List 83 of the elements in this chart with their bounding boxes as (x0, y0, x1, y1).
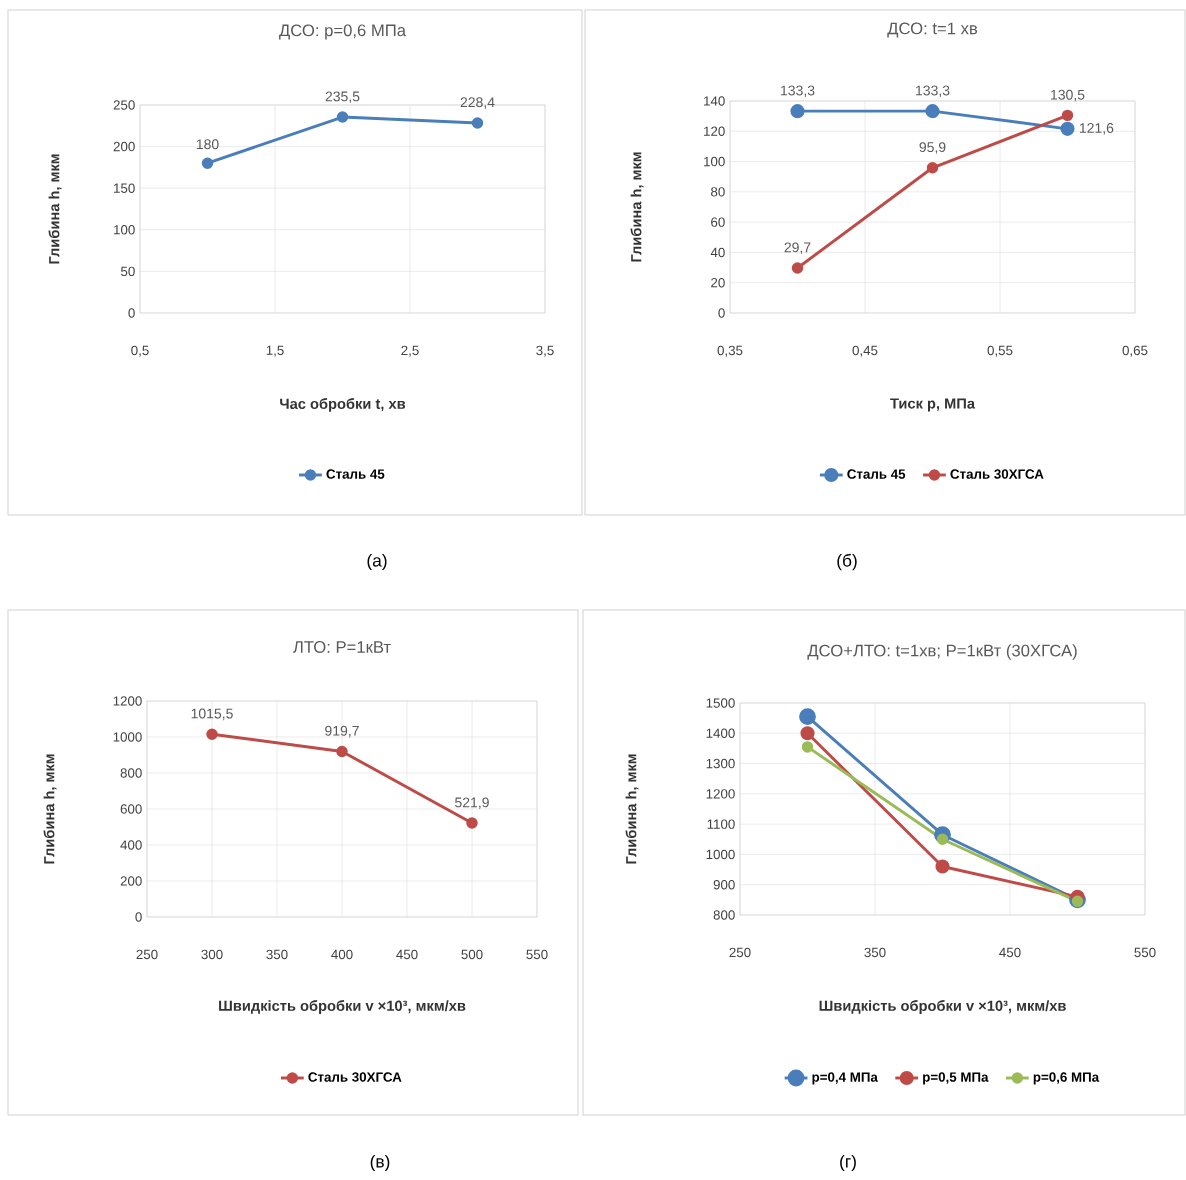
y-tick-label: 1000 (113, 732, 142, 742)
x-tick-label: 450 (396, 949, 418, 960)
chart-title: ДСО: t=1 хв (887, 22, 978, 38)
y-tick-label: 1200 (706, 789, 735, 799)
data-label: 180 (196, 139, 219, 150)
y-axis-title: Глибина h, мкм (43, 754, 57, 864)
data-label: 29,7 (784, 242, 811, 254)
x-tick-label: 3,5 (536, 345, 554, 357)
data-label: 521,9 (455, 797, 489, 810)
legend-label: p=0,4 МПа (812, 1072, 878, 1085)
y-tick-label: 1000 (706, 849, 735, 860)
text: (в) (370, 1154, 390, 1172)
legend-label: Сталь 30ХГСА (950, 469, 1044, 479)
legend-label: Сталь 45 (326, 469, 385, 479)
y-tick-label: 0 (135, 912, 142, 922)
chart-title: ЛТО: P=1кВт (293, 641, 391, 653)
x-axis-title: Швидкість обробки v ×10³, мкм/хв (219, 1000, 466, 1014)
x-tick-label: 1,5 (266, 345, 284, 357)
data-label: 235,5 (325, 91, 360, 104)
x-tick-label: 350 (266, 949, 288, 960)
y-tick-label: 0 (718, 308, 725, 318)
x-tick-label: 2,5 (401, 345, 419, 357)
x-tick-label: 0,35 (717, 345, 743, 357)
text: (а) (367, 553, 387, 571)
x-tick-label: 350 (864, 947, 886, 958)
x-tick-label: 450 (999, 947, 1021, 958)
legend-label: p=0,5 МПа (923, 1072, 989, 1085)
y-tick-label: 150 (114, 183, 135, 193)
y-tick-label: 600 (120, 804, 142, 814)
y-tick-label: 50 (121, 266, 135, 277)
data-label: 228,4 (460, 97, 495, 109)
data-label: 133,3 (916, 85, 950, 98)
data-label: 133,3 (781, 85, 815, 98)
y-tick-label: 0 (128, 308, 135, 318)
data-label: 130,5 (1051, 89, 1085, 102)
x-tick-label: 550 (1134, 947, 1156, 958)
y-tick-label: 1400 (706, 728, 735, 738)
y-tick-label: 20 (711, 277, 725, 288)
text: (б) (837, 553, 857, 571)
x-axis-title: Тиск p, МПа (890, 398, 976, 412)
x-tick-label: 300 (201, 949, 223, 960)
y-tick-label: 40 (710, 247, 725, 258)
x-tick-label: 250 (136, 949, 158, 960)
x-tick-label: 0,45 (852, 345, 878, 357)
y-tick-label: 900 (713, 879, 735, 890)
data-label: 919,7 (325, 725, 359, 738)
y-tick-label: 250 (113, 100, 135, 110)
y-tick-label: 400 (120, 840, 142, 850)
chart-title: ДСО+ЛТО: t=1хв; P=1кВт (30ХГСА) (807, 644, 1077, 660)
data-label: 95,9 (919, 142, 946, 154)
y-tick-label: 140 (704, 96, 725, 106)
y-tick-label: 1500 (706, 698, 735, 708)
x-axis-title: Швидкість обробки v ×10³, мкм/хв (819, 1000, 1066, 1014)
y-tick-label: 1100 (707, 819, 735, 829)
data-label: 1015,5 (191, 708, 233, 721)
x-tick-label: 400 (331, 949, 353, 960)
legend-label: p=0,6 МПа (1033, 1072, 1100, 1085)
x-tick-label: 0,5 (131, 345, 149, 357)
chart-title: ДСО: p=0,6 МПа (279, 24, 407, 40)
x-tick-label: 500 (461, 949, 483, 960)
y-tick-label: 200 (113, 141, 135, 152)
x-tick-label: 0,65 (1122, 345, 1148, 357)
x-tick-label: 550 (526, 949, 548, 960)
y-axis-title: Глибина h, мкм (48, 154, 62, 264)
x-tick-label: 250 (729, 947, 751, 958)
x-axis-title: Час обробки t, хв (280, 398, 406, 412)
y-tick-label: 60 (711, 217, 725, 227)
x-tick-label: 0,55 (987, 345, 1013, 357)
y-tick-label: 100 (114, 225, 135, 235)
y-axis-title: Глибина h, мкм (630, 152, 644, 262)
text: (г) (840, 1154, 856, 1172)
y-tick-label: 200 (120, 876, 142, 886)
legend-label: Сталь 30ХГСА (308, 1072, 402, 1082)
y-tick-label: 120 (704, 126, 725, 136)
legend-label: Сталь 45 (847, 469, 906, 479)
y-tick-label: 1300 (706, 758, 735, 769)
y-tick-label: 80 (711, 187, 725, 197)
y-tick-label: 800 (713, 910, 735, 920)
y-tick-label: 100 (704, 156, 725, 167)
y-tick-label: 1200 (113, 696, 142, 706)
data-label: 121,6 (1079, 123, 1114, 135)
y-axis-title: Глибина h, мкм (625, 754, 639, 864)
y-tick-label: 800 (120, 768, 142, 778)
